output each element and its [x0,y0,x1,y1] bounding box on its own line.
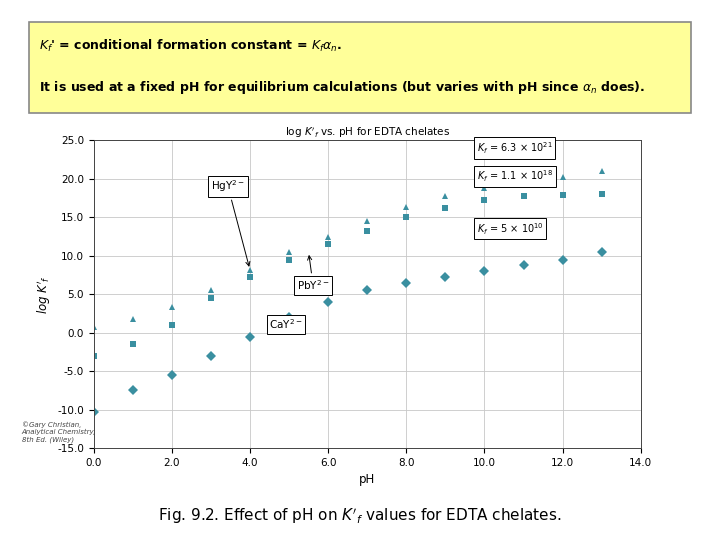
Text: Fig. 9.2. Effect of pH on $K'_f$ values for EDTA chelates.: Fig. 9.2. Effect of pH on $K'_f$ values … [158,507,562,526]
Text: CaY$^{2-}$: CaY$^{2-}$ [269,317,303,331]
Text: ©Gary Christian,
Analytical Chemistry,
8th Ed. (Wiley): ©Gary Christian, Analytical Chemistry, 8… [22,421,96,443]
Y-axis label: log $K'_f$: log $K'_f$ [35,275,53,314]
Text: $K_f$ = 5 × 10$^{10}$: $K_f$ = 5 × 10$^{10}$ [477,221,544,237]
Text: PbY$^{2-}$: PbY$^{2-}$ [297,256,330,293]
Title: log $K'_f$ vs. pH for EDTA chelates: log $K'_f$ vs. pH for EDTA chelates [284,126,450,140]
Text: HgY$^{2-}$: HgY$^{2-}$ [211,179,250,266]
FancyBboxPatch shape [29,22,691,113]
Text: $K_f$ = 6.3 × 10$^{21}$: $K_f$ = 6.3 × 10$^{21}$ [477,140,552,156]
Text: It is used at a fixed pH for equilibrium calculations (but varies with pH since : It is used at a fixed pH for equilibrium… [39,78,645,96]
X-axis label: pH: pH [359,474,375,487]
Text: $K_f$ = 1.1 × 10$^{18}$: $K_f$ = 1.1 × 10$^{18}$ [477,168,553,184]
Text: $\mathit{K_f}$' = conditional formation constant = $\mathit{K_f\alpha_n}$.: $\mathit{K_f}$' = conditional formation … [39,38,342,54]
